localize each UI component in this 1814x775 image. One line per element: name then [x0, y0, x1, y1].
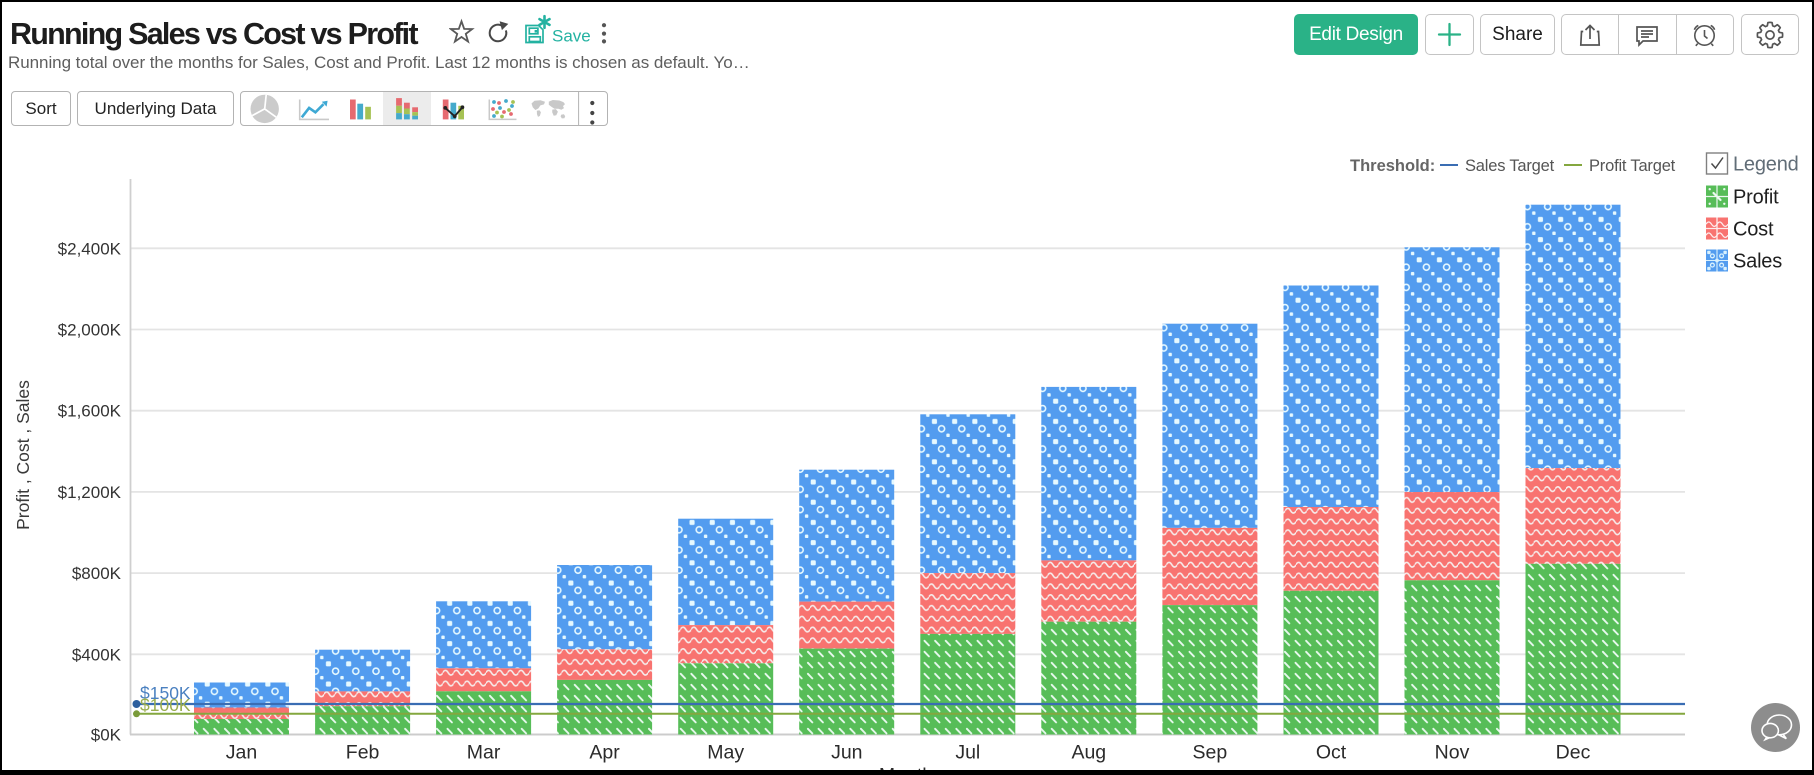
svg-text:Profit , Cost , Sales: Profit , Cost , Sales [13, 380, 33, 530]
svg-text:Nov: Nov [1435, 742, 1470, 764]
svg-text:Apr: Apr [589, 742, 620, 764]
svg-text:Jun: Jun [831, 742, 862, 764]
svg-text:Legend: Legend [1733, 154, 1799, 176]
svg-text:$100K: $100K [140, 695, 191, 715]
svg-text:Jul: Jul [955, 742, 980, 764]
svg-text:$400K: $400K [72, 645, 122, 664]
svg-text:Dec: Dec [1556, 742, 1591, 764]
svg-text:$1,200K: $1,200K [58, 483, 122, 502]
svg-text:Jan: Jan [226, 742, 257, 764]
svg-text:May: May [707, 742, 744, 764]
svg-text:$150K: $150K [140, 683, 191, 703]
svg-text:$2,000K: $2,000K [58, 321, 122, 340]
svg-text:Aug: Aug [1071, 742, 1106, 764]
svg-text:Mar: Mar [467, 742, 501, 764]
svg-text:Sales: Sales [1733, 251, 1782, 273]
svg-text:Save: Save [552, 27, 591, 46]
svg-text:$1,600K: $1,600K [58, 402, 122, 421]
svg-text:$800K: $800K [72, 564, 122, 583]
svg-text:Month: Month [879, 765, 933, 775]
svg-text:Cost: Cost [1733, 219, 1774, 241]
svg-text:Feb: Feb [346, 742, 380, 764]
svg-text:Sep: Sep [1193, 742, 1228, 764]
svg-text:$2,400K: $2,400K [58, 239, 122, 258]
svg-text:$0K: $0K [91, 726, 122, 745]
svg-text:Oct: Oct [1316, 742, 1347, 764]
svg-text:Profit: Profit [1733, 187, 1779, 209]
